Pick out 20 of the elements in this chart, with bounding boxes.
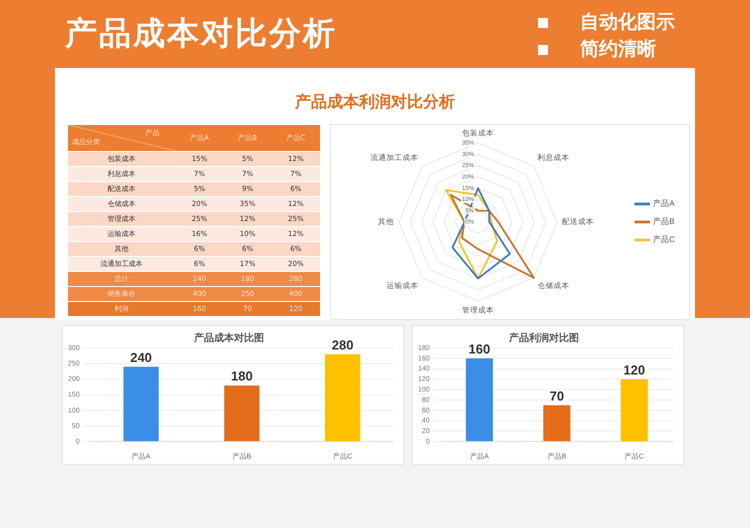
- legend-label: 产品B: [653, 217, 675, 226]
- data-label: 180: [230, 368, 253, 384]
- bar: [543, 405, 570, 442]
- chart-title: 产品成本对比图: [193, 332, 264, 344]
- text: 产品成本利润对比分析: [294, 92, 456, 113]
- bar: [324, 354, 360, 442]
- text: 简约清晰: [580, 37, 656, 62]
- data-label: 280: [332, 337, 354, 352]
- bar: [466, 358, 493, 442]
- data-label: 70: [550, 388, 564, 404]
- text: 产品成本对比分析: [65, 13, 337, 54]
- chart-title: 产品利润对比图: [508, 332, 579, 344]
- text: 自动化图示: [580, 10, 675, 35]
- data-label: 240: [130, 350, 152, 365]
- legend-label: 产品A: [653, 199, 676, 208]
- legend-label: 产品C: [653, 235, 676, 244]
- data-label: 120: [623, 362, 646, 378]
- bar: [123, 366, 159, 442]
- bar: [224, 385, 260, 442]
- bar: [620, 379, 648, 442]
